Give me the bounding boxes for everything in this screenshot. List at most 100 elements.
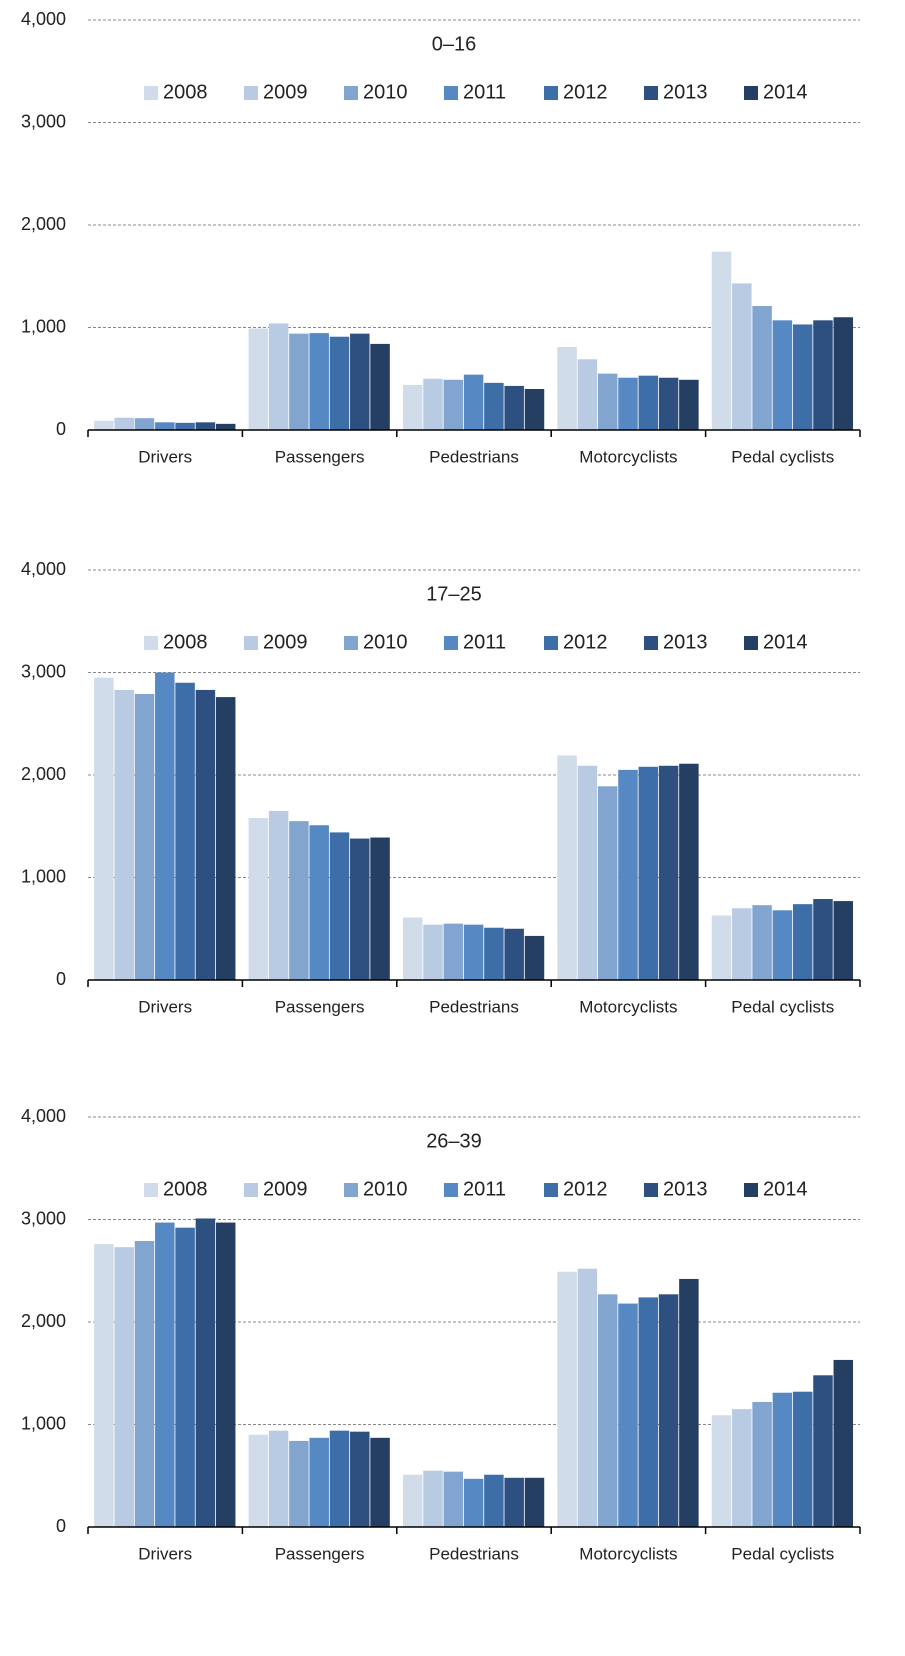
bar bbox=[463, 374, 484, 430]
legend-label: 2010 bbox=[363, 1178, 408, 1200]
bar bbox=[504, 1477, 524, 1527]
x-tick-label: Motorcyclists bbox=[579, 447, 677, 466]
legend-label: 2008 bbox=[163, 81, 208, 103]
bar bbox=[268, 810, 289, 980]
x-tick-label: Pedestrians bbox=[429, 447, 519, 466]
legend-swatch bbox=[344, 86, 358, 100]
y-tick-label: 3,000 bbox=[21, 661, 66, 681]
legend-swatch bbox=[544, 86, 558, 100]
x-tick-label: Pedestrians bbox=[429, 1544, 519, 1563]
bar bbox=[423, 1470, 443, 1527]
legend-label: 2009 bbox=[263, 81, 308, 103]
y-tick-label: 0 bbox=[56, 1516, 66, 1536]
y-tick-label: 0 bbox=[56, 969, 66, 989]
chart-title: 26–39 bbox=[426, 1130, 482, 1152]
bar bbox=[370, 343, 390, 430]
bar bbox=[597, 1294, 618, 1527]
bar bbox=[524, 1477, 545, 1527]
legend-label: 2012 bbox=[563, 1178, 608, 1200]
bar bbox=[309, 825, 329, 980]
bar bbox=[114, 689, 134, 980]
bar bbox=[792, 1391, 813, 1527]
x-tick-label: Drivers bbox=[138, 997, 192, 1016]
legend-label: 2010 bbox=[363, 631, 408, 653]
bar bbox=[638, 1297, 659, 1527]
bar bbox=[94, 677, 114, 980]
bar bbox=[711, 251, 732, 430]
bar bbox=[248, 328, 269, 430]
bar bbox=[423, 378, 443, 430]
legend-swatch bbox=[544, 1183, 558, 1197]
bar bbox=[752, 905, 772, 980]
bar bbox=[484, 1474, 504, 1527]
bar bbox=[577, 1268, 598, 1527]
x-tick-label: Passengers bbox=[275, 1544, 365, 1563]
legend-swatch bbox=[444, 636, 458, 650]
y-tick-label: 1,000 bbox=[21, 316, 66, 336]
legend-swatch bbox=[644, 636, 658, 650]
bar bbox=[268, 323, 289, 430]
legend-label: 2013 bbox=[663, 1178, 708, 1200]
bar bbox=[577, 359, 598, 430]
legend-swatch bbox=[144, 1183, 158, 1197]
legend-label: 2011 bbox=[463, 631, 506, 653]
legend-swatch bbox=[744, 636, 758, 650]
legend-label: 2012 bbox=[563, 631, 608, 653]
bar bbox=[618, 377, 638, 430]
bar bbox=[134, 694, 155, 980]
bar bbox=[524, 935, 545, 980]
bar bbox=[175, 1227, 195, 1527]
bar bbox=[370, 1437, 390, 1527]
bar bbox=[94, 420, 114, 430]
bar bbox=[289, 821, 309, 980]
bar bbox=[813, 320, 833, 430]
bar bbox=[504, 385, 524, 430]
bar bbox=[752, 1401, 772, 1527]
legend-swatch bbox=[344, 636, 358, 650]
x-tick-label: Drivers bbox=[138, 1544, 192, 1563]
bar bbox=[484, 927, 504, 980]
legend-swatch bbox=[144, 636, 158, 650]
x-tick-label: Passengers bbox=[275, 997, 365, 1016]
bar bbox=[833, 901, 854, 980]
bar bbox=[772, 1392, 793, 1527]
x-tick-label: Drivers bbox=[138, 447, 192, 466]
bar bbox=[597, 786, 618, 980]
y-tick-label: 2,000 bbox=[21, 764, 66, 784]
bar bbox=[618, 769, 638, 980]
bar bbox=[94, 1244, 114, 1527]
bar bbox=[577, 765, 598, 980]
legend-label: 2008 bbox=[163, 631, 208, 653]
bar bbox=[215, 697, 236, 980]
bar bbox=[402, 384, 423, 430]
bar bbox=[732, 908, 752, 980]
legend-swatch bbox=[344, 1183, 358, 1197]
legend-swatch bbox=[244, 86, 258, 100]
bar bbox=[792, 904, 813, 980]
legend-label: 2014 bbox=[763, 631, 808, 653]
legend-label: 2008 bbox=[163, 1178, 208, 1200]
legend-label: 2009 bbox=[263, 631, 308, 653]
legend-swatch bbox=[444, 86, 458, 100]
bar bbox=[463, 924, 484, 980]
bar bbox=[329, 336, 350, 430]
legend-label: 2011 bbox=[463, 81, 506, 103]
bar bbox=[175, 422, 195, 430]
bar bbox=[732, 283, 752, 430]
bar bbox=[833, 317, 854, 430]
y-tick-label: 4,000 bbox=[21, 9, 66, 29]
bar bbox=[309, 1437, 329, 1527]
legend-swatch bbox=[644, 86, 658, 100]
x-tick-label: Pedestrians bbox=[429, 997, 519, 1016]
legend-swatch bbox=[744, 1183, 758, 1197]
bar bbox=[114, 417, 134, 430]
bar bbox=[618, 1303, 638, 1527]
bar bbox=[215, 423, 236, 430]
bar bbox=[658, 377, 679, 430]
bar bbox=[195, 1218, 216, 1527]
bar bbox=[195, 689, 216, 980]
bar bbox=[524, 389, 545, 430]
legend-label: 2010 bbox=[363, 81, 408, 103]
